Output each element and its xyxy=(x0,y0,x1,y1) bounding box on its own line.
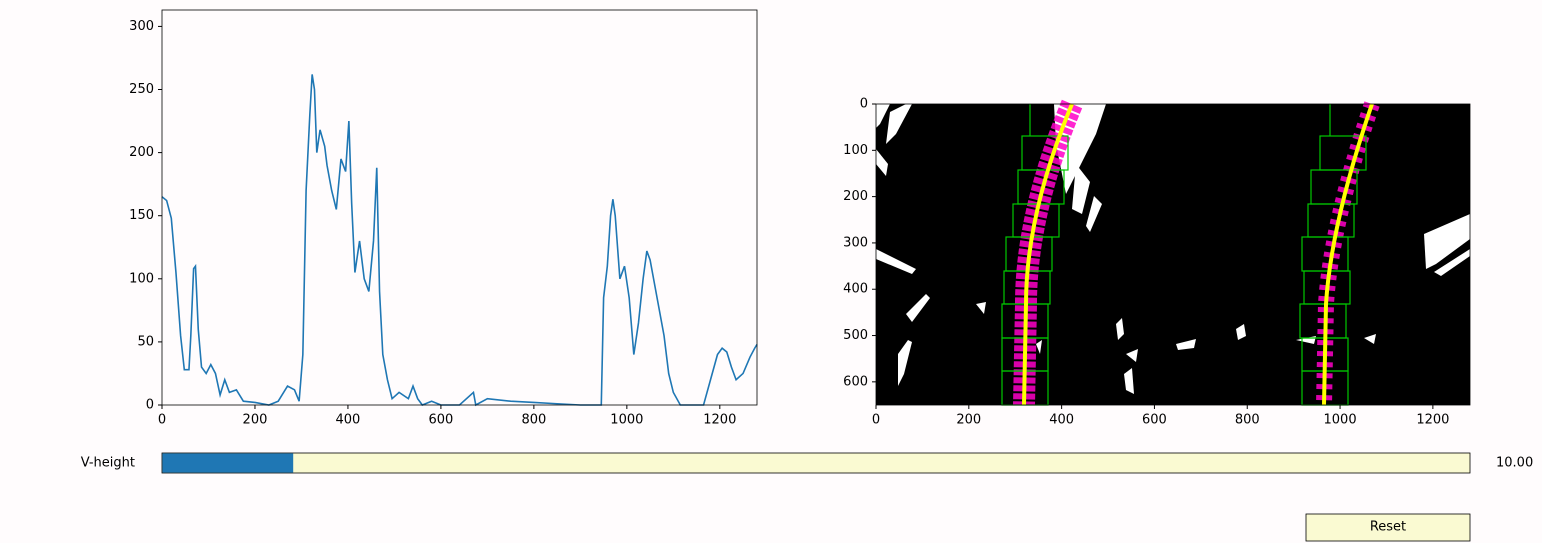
x-tick-label: 800 xyxy=(1235,413,1260,428)
x-tick-label: 200 xyxy=(956,413,981,428)
x-tick-label: 1000 xyxy=(1324,413,1357,428)
axes-frame xyxy=(161,9,758,406)
reset-button[interactable] xyxy=(1305,513,1471,542)
data-line xyxy=(161,74,758,407)
y-tick-label: 0 xyxy=(146,398,154,413)
slider-label: V-height xyxy=(81,456,135,471)
y-tick-label: 250 xyxy=(129,82,154,97)
x-tick-label: 400 xyxy=(336,413,361,428)
slider-fill xyxy=(162,453,294,473)
y-tick-label: 500 xyxy=(843,328,868,343)
slider-track[interactable] xyxy=(161,452,1471,474)
x-tick-label: 200 xyxy=(243,413,268,428)
x-tick-label: 600 xyxy=(428,413,453,428)
x-tick-label: 400 xyxy=(1049,413,1074,428)
y-tick-label: 300 xyxy=(843,235,868,250)
y-tick-label: 600 xyxy=(843,374,868,389)
axes-frame xyxy=(875,103,1471,406)
x-tick-label: 800 xyxy=(521,413,546,428)
y-tick-label: 200 xyxy=(843,189,868,204)
button-label[interactable]: Reset xyxy=(1370,520,1406,535)
x-tick-label: 1200 xyxy=(1416,413,1449,428)
slider-value: 10.00 xyxy=(1496,456,1533,471)
x-tick-label: 0 xyxy=(872,413,880,428)
x-tick-label: 1000 xyxy=(610,413,643,428)
y-tick-label: 150 xyxy=(129,208,154,223)
y-tick-label: 0 xyxy=(860,97,868,112)
y-tick-label: 300 xyxy=(129,19,154,34)
y-tick-label: 200 xyxy=(129,145,154,160)
lane-image xyxy=(876,99,1470,406)
x-tick-label: 600 xyxy=(1142,413,1167,428)
x-tick-label: 0 xyxy=(158,413,166,428)
x-tick-label: 1200 xyxy=(703,413,736,428)
y-tick-label: 100 xyxy=(129,271,154,286)
y-tick-label: 50 xyxy=(137,334,154,349)
y-tick-label: 100 xyxy=(843,143,868,158)
y-tick-label: 400 xyxy=(843,282,868,297)
